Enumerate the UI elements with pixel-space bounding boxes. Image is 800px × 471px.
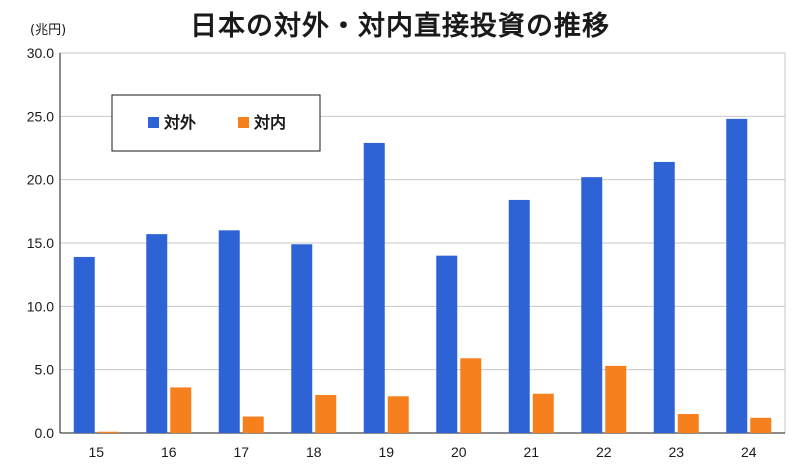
x-tick-label: 21 <box>523 444 539 460</box>
y-axis: 0.0 5.0 10.0 15.0 20.0 25.0 30.0 <box>27 45 61 441</box>
bars <box>73 118 772 433</box>
x-tick-label: 18 <box>306 444 322 460</box>
bar-inward-23 <box>677 414 699 433</box>
x-tick-label: 16 <box>161 444 177 460</box>
legend-label-outward: 対外 <box>163 113 196 132</box>
bar-outward-21 <box>508 199 530 433</box>
bar-outward-15 <box>73 256 95 433</box>
legend-label-inward: 対内 <box>253 113 286 132</box>
bar-outward-24 <box>726 118 748 433</box>
bar-inward-20 <box>460 358 482 433</box>
y-tick-label: 10.0 <box>27 298 54 314</box>
bar-inward-21 <box>532 393 554 433</box>
x-tick-label: 20 <box>451 444 467 460</box>
legend-swatch-inward <box>238 117 249 128</box>
bar-outward-19 <box>363 142 385 433</box>
bar-inward-18 <box>315 395 337 433</box>
bar-inward-15 <box>97 431 119 433</box>
bar-outward-23 <box>653 161 675 433</box>
x-tick-label: 22 <box>596 444 612 460</box>
legend-swatch-outward <box>148 117 159 128</box>
y-axis-unit-label: (兆円) <box>30 23 67 38</box>
x-tick-label: 17 <box>233 444 249 460</box>
x-tick-label: 23 <box>668 444 684 460</box>
bar-outward-22 <box>581 177 603 433</box>
bar-inward-22 <box>605 365 627 433</box>
y-tick-label: 30.0 <box>27 45 54 61</box>
y-tick-label: 15.0 <box>27 235 54 251</box>
bar-outward-20 <box>436 255 458 433</box>
y-tick-label: 25.0 <box>27 108 54 124</box>
y-tick-label: 5.0 <box>35 362 55 378</box>
y-tick-label: 20.0 <box>27 172 54 188</box>
chart-title: 日本の対外・対内直接投資の推移 <box>190 11 610 42</box>
bar-outward-16 <box>146 234 168 433</box>
bar-outward-18 <box>291 244 313 433</box>
bar-inward-24 <box>750 417 772 433</box>
x-axis: 15 16 17 18 19 20 21 22 23 24 <box>60 432 785 460</box>
bar-inward-17 <box>242 416 264 433</box>
bar-outward-17 <box>218 230 240 433</box>
y-tick-label: 0.0 <box>35 425 55 441</box>
x-tick-label: 19 <box>378 444 394 460</box>
bar-inward-16 <box>170 387 192 433</box>
legend: 対外 対内 <box>111 94 321 152</box>
x-tick-label: 15 <box>88 444 104 460</box>
x-tick-label: 24 <box>741 444 757 460</box>
bar-inward-19 <box>387 396 409 433</box>
legend-box <box>111 94 321 152</box>
